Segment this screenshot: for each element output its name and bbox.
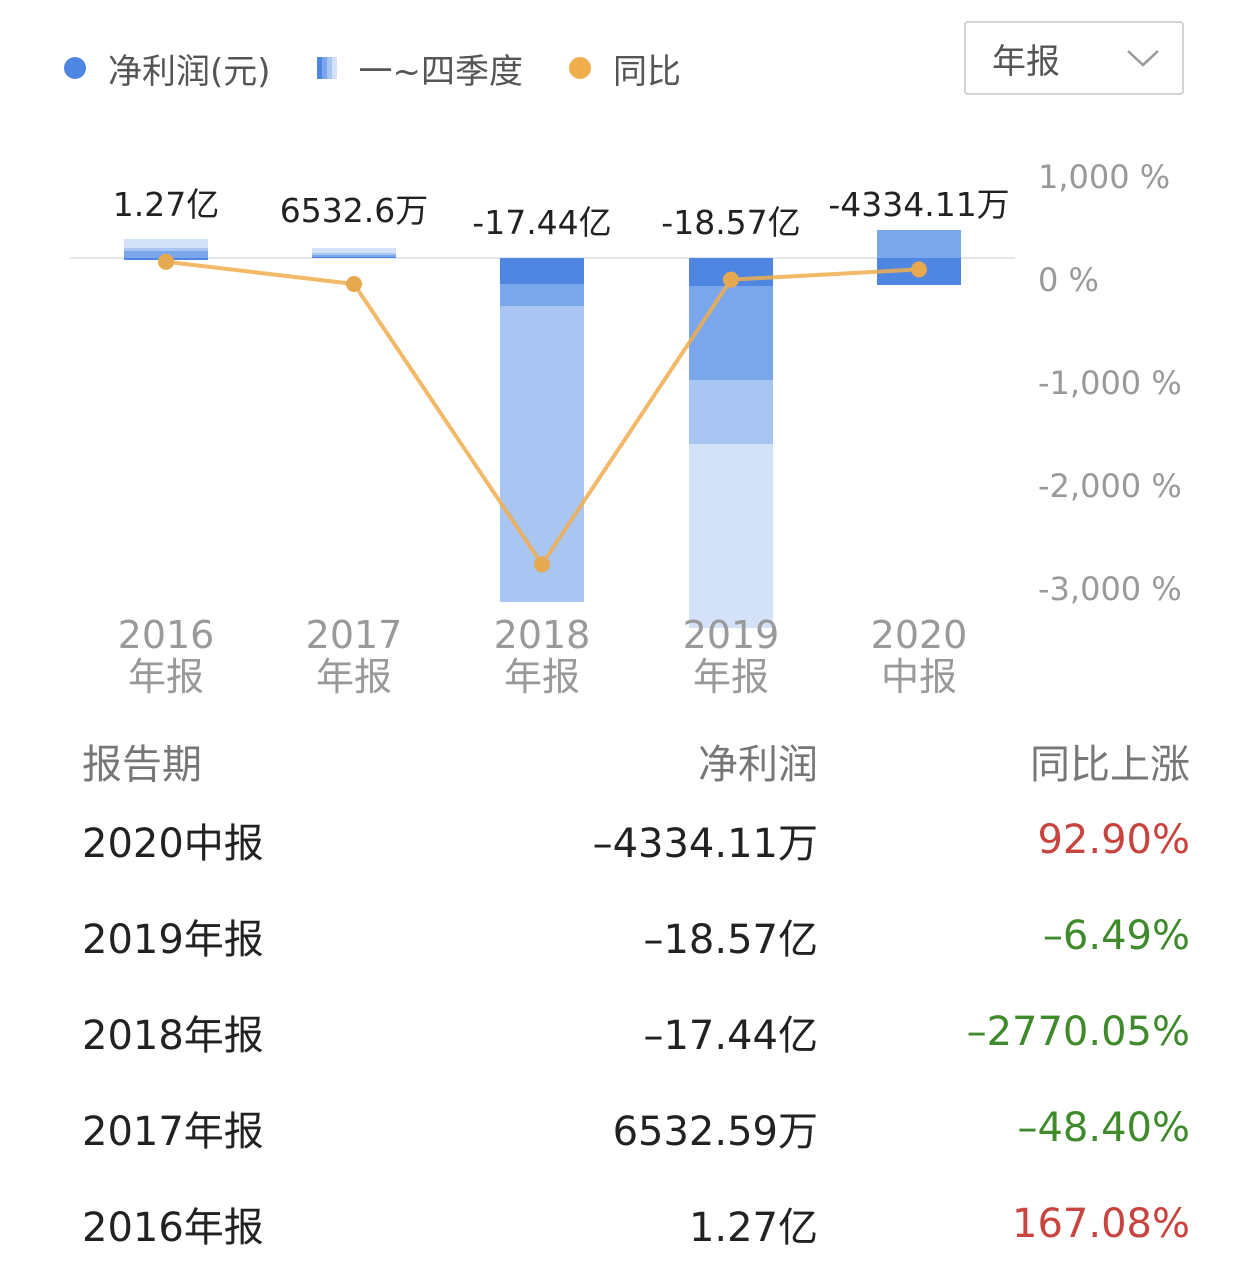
legend-label-yoy: 同比 <box>613 51 682 92</box>
row-profit: –4334.11万 <box>592 821 818 867</box>
x-axis-category-label: 年报 <box>128 655 204 699</box>
bar-segment <box>877 230 961 258</box>
table-row[interactable]: 2018年报 –17.44亿 –2770.05% <box>82 984 1190 1080</box>
x-axis-category-label: 2016 <box>118 613 215 657</box>
chart-legend: 净利润(元) 一~四季度 同比 <box>64 40 727 96</box>
yoy-point <box>911 261 927 278</box>
row-period: 2018年报 <box>82 1013 264 1059</box>
y-axis-tick-label: -3,000 % <box>1038 570 1182 608</box>
x-axis-category-label: 中报 <box>881 655 957 699</box>
table-row[interactable]: 2016年报 1.27亿 167.08% <box>82 1176 1190 1272</box>
x-axis-category-label: 年报 <box>316 655 392 699</box>
bar-segment <box>500 258 584 284</box>
bar-data-label: 6532.6万 <box>280 191 428 230</box>
bar-segment <box>689 380 773 444</box>
x-axis-category-label: 2020 <box>871 613 968 657</box>
period-select-dropdown[interactable]: 年报 <box>964 21 1184 95</box>
row-yoy: 92.90% <box>1037 817 1190 863</box>
bar-data-label: 1.27亿 <box>113 185 219 224</box>
legend-dot-yoy <box>569 57 592 79</box>
row-profit: 6532.59万 <box>612 1109 818 1155</box>
profit-table: 报告期 净利润 同比上涨 2020中报 –4334.11万 92.90% 201… <box>82 730 1190 1272</box>
row-profit: –18.57亿 <box>643 917 818 963</box>
bar-segment <box>500 306 584 602</box>
row-profit: –17.44亿 <box>643 1013 818 1059</box>
profit-chart: 1.27亿 6532.6万 -17.44亿 -18.57亿 -4334.11万 1,000… <box>70 158 1182 699</box>
header-yoy: 同比上涨 <box>1030 742 1190 788</box>
row-profit: 1.27亿 <box>688 1205 818 1251</box>
table-row[interactable]: 2017年报 6532.59万 –48.40% <box>82 1080 1190 1176</box>
legend-item-quarters[interactable]: 一~四季度 <box>316 44 524 93</box>
row-yoy: –6.49% <box>1042 913 1190 959</box>
yoy-point <box>534 556 550 573</box>
x-axis-category-label: 2018 <box>494 613 591 657</box>
yoy-point <box>158 253 174 270</box>
x-axis-category-label: 2019 <box>683 613 780 657</box>
bar-segment <box>312 257 396 258</box>
yoy-point <box>723 271 739 288</box>
row-yoy: –2770.05% <box>966 1009 1190 1055</box>
y-axis-tick-label: 1,000 % <box>1038 158 1170 196</box>
quarter-swatch-icon <box>316 57 337 79</box>
x-axis-category-label: 年报 <box>504 655 580 699</box>
bar-segment <box>689 286 773 380</box>
chevron-down-icon <box>1127 50 1159 67</box>
bar-data-label: -18.57亿 <box>661 203 800 242</box>
legend-label-profit: 净利润(元) <box>108 51 271 92</box>
x-axis-category-label: 年报 <box>693 655 769 699</box>
x-axis-category-label: 2017 <box>306 613 403 657</box>
table-header: 报告期 净利润 同比上涨 <box>82 730 1190 792</box>
bar-segment <box>124 239 208 248</box>
legend-item-yoy[interactable]: 同比 <box>569 44 681 93</box>
row-period: 2019年报 <box>82 917 264 963</box>
bar-segment <box>312 255 396 257</box>
header-profit: 净利润 <box>698 742 818 788</box>
row-yoy: 167.08% <box>1012 1201 1190 1247</box>
bar-segment <box>689 444 773 628</box>
legend-label-quarters: 一~四季度 <box>358 51 524 92</box>
legend-dot-profit <box>64 57 86 79</box>
period-select-value: 年报 <box>992 41 1060 82</box>
bar-segment <box>312 248 396 253</box>
bar-segment <box>500 284 584 306</box>
table-row[interactable]: 2019年报 –18.57亿 –6.49% <box>82 888 1190 984</box>
y-axis-tick-label: -2,000 % <box>1038 467 1182 505</box>
row-period: 2016年报 <box>82 1205 264 1251</box>
y-axis-tick-label: 0 % <box>1038 261 1099 299</box>
yoy-point <box>346 275 362 292</box>
bar-segment <box>124 248 208 251</box>
bar-data-label: -4334.11万 <box>828 185 1009 224</box>
row-period: 2020中报 <box>82 821 264 867</box>
bar-segment <box>312 253 396 255</box>
y-axis-tick-label: -1,000 % <box>1038 364 1182 402</box>
table-row[interactable]: 2020中报 –4334.11万 92.90% <box>82 792 1190 888</box>
bar-data-label: -17.44亿 <box>472 203 611 242</box>
header-period: 报告期 <box>82 742 202 788</box>
row-period: 2017年报 <box>82 1109 264 1155</box>
row-yoy: –48.40% <box>1017 1105 1190 1151</box>
legend-item-profit[interactable]: 净利润(元) <box>64 44 271 93</box>
